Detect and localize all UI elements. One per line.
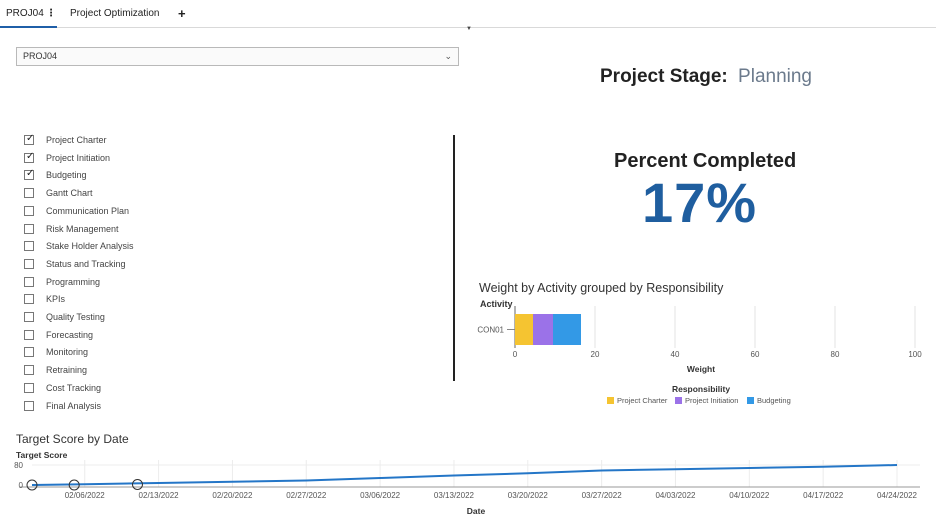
checklist-item-label: Quality Testing bbox=[46, 312, 105, 322]
target-chart-ylabel: Target Score bbox=[16, 450, 68, 460]
target-chart-title: Target Score by Date bbox=[16, 432, 129, 446]
checkbox-unchecked[interactable] bbox=[24, 276, 34, 287]
weight-legend-swatch bbox=[747, 397, 754, 404]
target-x-tick: 04/24/2022 bbox=[877, 491, 918, 500]
checkbox-unchecked[interactable] bbox=[24, 188, 34, 199]
target-x-tick: 02/06/2022 bbox=[65, 491, 106, 500]
project-stage-label: Project Stage: bbox=[600, 66, 728, 87]
checkbox-unchecked[interactable] bbox=[24, 400, 34, 411]
checklist-item-label: Cost Tracking bbox=[46, 382, 102, 393]
checklist-item-label: Final Analysis bbox=[46, 400, 102, 411]
checklist-item-label: Programming bbox=[46, 276, 101, 287]
checkbox-checked[interactable] bbox=[24, 151, 34, 163]
target-y-tick: 0 bbox=[19, 481, 24, 490]
checkbox-unchecked[interactable] bbox=[24, 365, 34, 376]
target-x-tick: 04/03/2022 bbox=[655, 491, 696, 500]
project-stage-value: Planning bbox=[738, 66, 812, 87]
checklist-item-label: Forecasting bbox=[46, 329, 94, 340]
weight-legend-label: Budgeting bbox=[757, 396, 791, 405]
weight-chart: 0 20 40 60 80 100 CON01 Weight Responsibility Pro… bbox=[477, 306, 922, 405]
project-select[interactable]: PROJ04 ⌄ bbox=[16, 47, 459, 66]
target-x-tick: 03/27/2022 bbox=[582, 491, 623, 500]
weight-x-tick: 100 bbox=[908, 350, 922, 359]
target-x-tick: 03/13/2022 bbox=[434, 491, 475, 500]
weight-legend-label: Project Charter bbox=[617, 396, 668, 405]
weight-x-tick: 0 bbox=[513, 350, 518, 359]
checkbox-checked[interactable] bbox=[24, 168, 34, 181]
checkbox-unchecked[interactable] bbox=[24, 294, 34, 305]
target-x-tick: 02/20/2022 bbox=[212, 491, 253, 500]
checkbox-unchecked[interactable] bbox=[24, 223, 34, 234]
target-x-tick: 03/20/2022 bbox=[508, 491, 549, 500]
target-marker bbox=[26, 479, 38, 491]
target-y-tick: 80 bbox=[14, 461, 23, 470]
checklist-item-label: Communication Plan bbox=[46, 205, 130, 216]
checkbox-unchecked[interactable] bbox=[24, 382, 34, 393]
checklist-item-label: Project Initiation bbox=[46, 152, 111, 163]
checkbox-unchecked[interactable] bbox=[24, 347, 34, 358]
checklist-item-label: Stake Holder Analysis bbox=[46, 241, 134, 252]
weight-chart-title: Weight by Activity grouped by Responsibi… bbox=[479, 281, 724, 295]
checklist-item-label: Retraining bbox=[46, 365, 88, 376]
percent-completed-value: 17% bbox=[642, 171, 758, 234]
weight-x-tick: 60 bbox=[751, 350, 760, 359]
project-stage: Project Stage: Planning bbox=[600, 66, 812, 88]
weight-bar-budgeting bbox=[553, 314, 581, 345]
checklist-item-label: KPIs bbox=[46, 294, 66, 305]
weight-legend-swatch bbox=[607, 397, 614, 404]
chevron-down-icon: ⌄ bbox=[444, 51, 452, 61]
target-marker bbox=[131, 479, 143, 490]
weight-chart-ylabel: Activity bbox=[480, 299, 513, 309]
weight-x-label: Weight bbox=[687, 364, 715, 374]
tab-menu-icon[interactable]: ⋮ bbox=[46, 8, 56, 19]
checklist-item-label: Monitoring bbox=[46, 347, 89, 358]
weight-category-label: CON01 bbox=[477, 326, 504, 335]
checkbox-unchecked[interactable] bbox=[24, 312, 34, 322]
target-x-label: Date bbox=[467, 506, 486, 516]
checklist-item-label: Budgeting bbox=[46, 170, 87, 181]
weight-x-tick: 20 bbox=[591, 350, 600, 359]
checklist-item-label: Project Charter bbox=[46, 135, 107, 145]
tab-bar: PROJ04 ⋮ Project Optimization + bbox=[0, 0, 936, 28]
collapse-caret-icon[interactable]: ▼ bbox=[466, 26, 472, 32]
weight-x-tick: 40 bbox=[671, 350, 680, 359]
checkbox-unchecked[interactable] bbox=[24, 258, 34, 269]
checklist-item-label: Risk Management bbox=[46, 223, 119, 234]
target-x-tick: 04/10/2022 bbox=[729, 491, 770, 500]
checklist-item-label: Status and Tracking bbox=[46, 258, 126, 269]
target-x-tick: 02/27/2022 bbox=[286, 491, 327, 500]
target-score-line bbox=[31, 464, 898, 486]
checkbox-unchecked[interactable] bbox=[24, 205, 34, 216]
tab-project-optimization[interactable]: Project Optimization bbox=[70, 8, 160, 19]
weight-legend-title: Responsibility bbox=[672, 384, 730, 394]
add-tab-button[interactable]: + bbox=[178, 6, 186, 21]
checkbox-checked[interactable] bbox=[24, 133, 34, 145]
target-x-tick: 03/06/2022 bbox=[360, 491, 401, 500]
target-chart: 02/06/2022 02/13/2022 02/20/2022 02/27/2022… bbox=[14, 460, 920, 516]
weight-legend-swatch bbox=[675, 397, 682, 404]
weight-bar-project-initiation bbox=[533, 314, 553, 345]
tab-proj04-label: PROJ04 bbox=[6, 8, 44, 19]
tab-proj04[interactable]: PROJ04 ⋮ bbox=[0, 0, 57, 28]
percent-completed-title: Percent Completed bbox=[614, 150, 797, 172]
vertical-divider bbox=[453, 135, 455, 381]
weight-legend-label: Project Initiation bbox=[685, 396, 738, 405]
checkbox-unchecked[interactable] bbox=[24, 241, 34, 252]
target-x-tick: 02/13/2022 bbox=[139, 491, 180, 500]
weight-bar-project-charter bbox=[515, 314, 533, 345]
project-select-value: PROJ04 bbox=[23, 51, 58, 61]
weight-x-tick: 80 bbox=[831, 350, 840, 359]
target-x-tick: 04/17/2022 bbox=[803, 491, 844, 500]
checklist-item-label: Gantt Chart bbox=[46, 188, 93, 199]
checkbox-unchecked[interactable] bbox=[24, 329, 34, 340]
target-marker bbox=[68, 479, 80, 491]
